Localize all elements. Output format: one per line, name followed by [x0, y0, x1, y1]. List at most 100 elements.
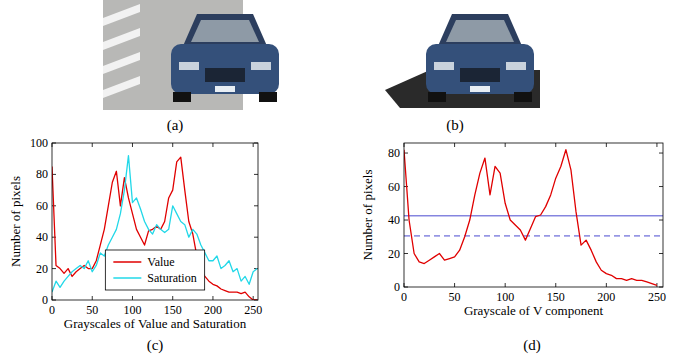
y-tick: [254, 174, 258, 175]
series-line: [404, 150, 657, 286]
x-tick-label: 250: [648, 290, 666, 304]
y-tick-label: 20: [388, 247, 400, 261]
x-tick: [92, 296, 93, 300]
x-tick: [606, 283, 607, 287]
x-tick: [253, 143, 254, 147]
x-tick: [505, 283, 506, 287]
threshold-line: [404, 235, 663, 236]
x-tick: [132, 143, 133, 147]
series-line: [52, 156, 257, 293]
caption: (c): [147, 337, 164, 354]
y-tick-label: 20: [36, 262, 48, 276]
x-axis-title: Grayscale of V component: [464, 303, 604, 318]
y-tick-label: 0: [394, 280, 400, 294]
x-tick-label: 200: [204, 303, 222, 317]
x-tick-label: 50: [449, 290, 461, 304]
x-tick-label: 200: [597, 290, 615, 304]
car-wheel: [514, 92, 532, 102]
car-wheel: [428, 92, 446, 102]
y-tick: [659, 186, 663, 187]
y-tick: [254, 205, 258, 206]
y-tick-label: 60: [388, 180, 400, 194]
car-roof: [438, 14, 522, 46]
photo: [103, 0, 279, 110]
road-stripe: [103, 4, 140, 26]
x-tick: [172, 296, 173, 300]
y-tick: [659, 220, 663, 221]
y-tick: [404, 253, 408, 254]
road-stripe: [103, 28, 140, 50]
x-tick: [656, 143, 657, 147]
legend-swatch: [113, 261, 141, 263]
y-tick-label: 40: [36, 230, 48, 244]
car-light: [179, 62, 199, 70]
x-tick-label: 100: [123, 303, 141, 317]
plot-frame: [52, 143, 258, 300]
y-tick-label: 0: [42, 293, 48, 307]
y-tick-label: 60: [36, 199, 48, 213]
y-tick-label: 80: [388, 146, 400, 160]
x-tick: [132, 296, 133, 300]
chart: 050100150200250020406080100Grayscales of…: [8, 136, 262, 331]
car-light: [434, 62, 454, 70]
x-axis-title: Grayscales of Value and Saturation: [64, 316, 247, 331]
car-body: [171, 44, 279, 94]
car-plate: [470, 86, 490, 92]
x-tick-label: 50: [86, 303, 98, 317]
x-tick: [172, 143, 173, 147]
y-tick-label: 80: [36, 167, 48, 181]
caption: (d): [523, 337, 541, 354]
x-tick-label: 0: [49, 303, 55, 317]
y-tick-label: 100: [30, 136, 48, 150]
car-plate: [215, 86, 235, 92]
y-axis-title: Number of pixels: [360, 170, 375, 261]
plot-data: [404, 150, 663, 286]
x-tick: [555, 143, 556, 147]
x-tick-label: 100: [496, 290, 514, 304]
car-wheel: [259, 92, 277, 102]
legend-label: Value: [147, 255, 174, 269]
x-tick-label: 150: [547, 290, 565, 304]
x-tick-label: 250: [244, 303, 262, 317]
plot-data: [52, 156, 257, 300]
threshold-line: [404, 215, 663, 216]
x-tick-label: 0: [401, 290, 407, 304]
caption: (a): [167, 117, 184, 134]
car-body: [426, 44, 534, 94]
y-axis-title: Number of pixels: [8, 176, 23, 267]
car-light: [506, 62, 526, 70]
y-tick: [404, 220, 408, 221]
car-wheel: [173, 92, 191, 102]
x-tick: [212, 296, 213, 300]
y-tick-label: 40: [388, 213, 400, 227]
caption: (b): [446, 117, 464, 134]
y-tick: [52, 268, 56, 269]
x-tick: [454, 283, 455, 287]
x-tick: [606, 143, 607, 147]
road-stripe: [103, 52, 140, 74]
legend-box: [105, 250, 204, 290]
car-grille: [205, 68, 245, 82]
car-windshield: [191, 20, 259, 42]
car-windshield: [446, 20, 514, 42]
x-tick: [212, 143, 213, 147]
x-tick-label: 150: [164, 303, 182, 317]
car-roof: [183, 14, 267, 46]
y-tick: [254, 237, 258, 238]
plot-frame: [404, 143, 663, 287]
x-tick: [454, 143, 455, 147]
car-grille: [460, 68, 500, 82]
legend: Value Saturation: [105, 250, 204, 290]
x-tick: [92, 143, 93, 147]
x-tick: [505, 143, 506, 147]
x-tick: [555, 283, 556, 287]
legend-swatch: [113, 277, 141, 279]
y-tick: [659, 153, 663, 154]
chart: 0 50 100 150 200 250 0 20 40 60 80 Grayscale of V c…: [360, 143, 666, 318]
car-light: [251, 62, 271, 70]
road-stripe: [103, 76, 140, 98]
photo: [385, 14, 540, 108]
y-tick: [659, 253, 663, 254]
figure: (a)(b)(c)(d)050100150200250020406080100G…: [0, 0, 679, 355]
legend-label: Saturation: [147, 271, 196, 285]
